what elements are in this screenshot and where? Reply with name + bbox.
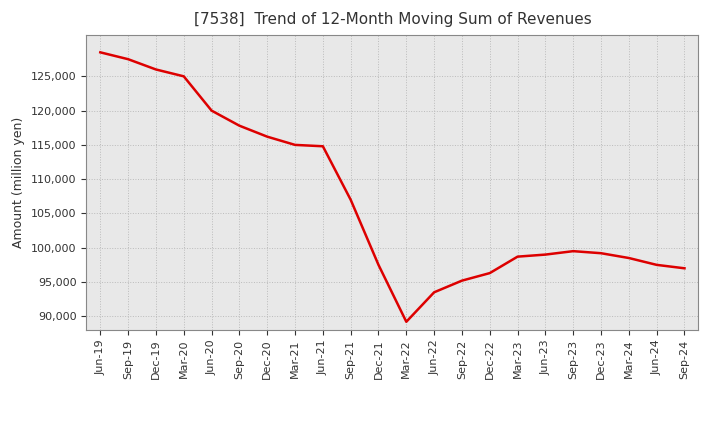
Title: [7538]  Trend of 12-Month Moving Sum of Revenues: [7538] Trend of 12-Month Moving Sum of R…: [194, 12, 591, 27]
Y-axis label: Amount (million yen): Amount (million yen): [12, 117, 25, 248]
